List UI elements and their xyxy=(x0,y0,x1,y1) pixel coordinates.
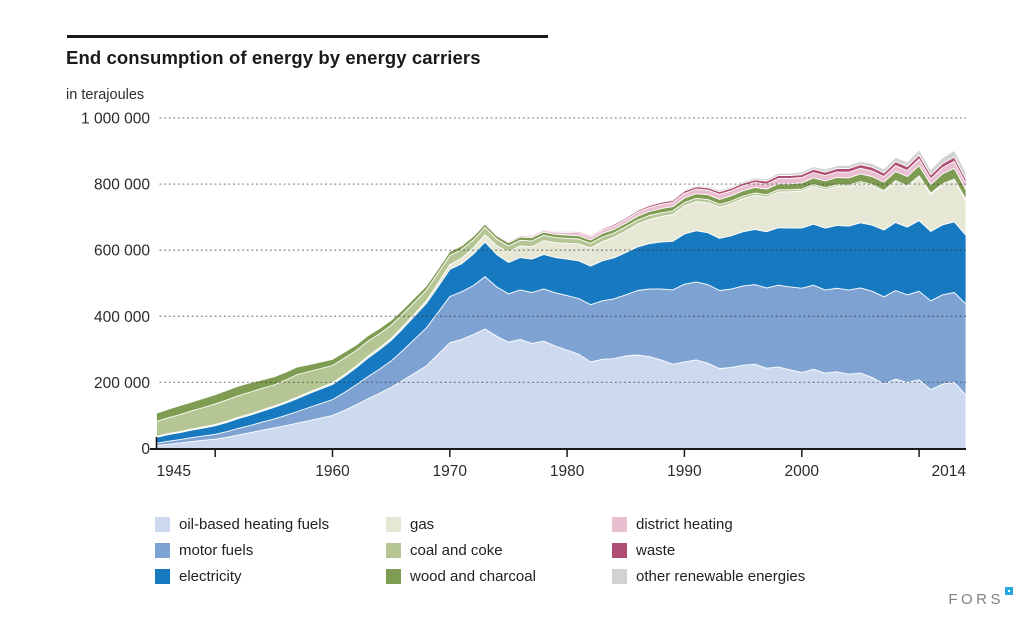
stacked-area-chart: 1945 1960 1970 1980 1990 2000 2014 1 000 000 800… xyxy=(81,111,967,480)
legend-item-oil-based-heating-fuels: oil-based heating fuels xyxy=(155,511,329,537)
legend-label-waste: waste xyxy=(636,541,676,559)
legend-swatch-coal-and-coke xyxy=(386,542,401,558)
legend-swatch-gas xyxy=(386,516,401,532)
y-label-600: 600 000 xyxy=(94,243,150,260)
page-title: End consumption of energy by energy carr… xyxy=(66,47,481,68)
fors-logo-text: FORS xyxy=(948,591,1004,608)
title-rule xyxy=(67,35,548,38)
legend-label-district-heating: district heating xyxy=(636,515,733,533)
legend-swatch-other-renewable-energies xyxy=(612,568,627,584)
x-label-1945: 1945 xyxy=(157,463,191,480)
legend-label-gas: gas xyxy=(410,515,435,533)
legend-item-wood-and-charcoal: wood and charcoal xyxy=(386,563,536,589)
legend-column-1: oil-based heating fuels motor fuels electr… xyxy=(155,511,329,589)
legend-item-district-heating: district heating xyxy=(612,511,805,537)
y-label-200: 200 000 xyxy=(94,375,150,392)
y-label-800: 800 000 xyxy=(94,177,150,194)
legend-swatch-waste xyxy=(612,542,627,558)
legend-item-coal-and-coke: coal and coke xyxy=(386,537,536,563)
legend-item-other-renewable-energies: other renewable energies xyxy=(612,563,805,589)
legend-item-gas: gas xyxy=(386,511,536,537)
legend-column-3: district heating waste other renewable ene… xyxy=(612,511,805,589)
y-axis-unit-label: in terajoules xyxy=(66,87,145,103)
legend-label-electricity: electricity xyxy=(179,567,242,585)
legend-swatch-motor-fuels xyxy=(155,542,170,558)
legend-label-motor-fuels: motor fuels xyxy=(179,541,254,559)
legend-item-motor-fuels: motor fuels xyxy=(155,537,329,563)
y-label-400: 400 000 xyxy=(94,309,150,326)
legend-item-waste: waste xyxy=(612,537,805,563)
legend-swatch-district-heating xyxy=(612,516,627,532)
fors-logo: FORS xyxy=(948,587,1013,608)
legend-label-wood-and-charcoal: wood and charcoal xyxy=(410,567,536,585)
y-label-1000: 1 000 000 xyxy=(81,111,150,128)
legend-swatch-oil-based-heating-fuels xyxy=(155,516,170,532)
x-label-1980: 1980 xyxy=(550,463,585,480)
legend-item-electricity: electricity xyxy=(155,563,329,589)
legend-label-other-renewable-energies: other renewable energies xyxy=(636,567,806,585)
legend-label-oil-based-heating-fuels: oil-based heating fuels xyxy=(179,515,330,533)
legend-column-2: gas coal and coke wood and charcoal xyxy=(386,511,536,589)
x-label-2000: 2000 xyxy=(785,463,820,480)
x-label-2014: 2014 xyxy=(932,463,967,480)
legend-swatch-electricity xyxy=(155,568,170,584)
fors-logo-square xyxy=(1005,587,1013,595)
legend-swatch-wood-and-charcoal xyxy=(386,568,401,584)
x-label-1970: 1970 xyxy=(433,463,468,480)
area-other-renewable-energies xyxy=(156,149,967,414)
y-label-0: 0 xyxy=(141,441,150,458)
x-label-1960: 1960 xyxy=(315,463,350,480)
x-label-1990: 1990 xyxy=(667,463,702,480)
legend-label-coal-and-coke: coal and coke xyxy=(410,541,503,559)
